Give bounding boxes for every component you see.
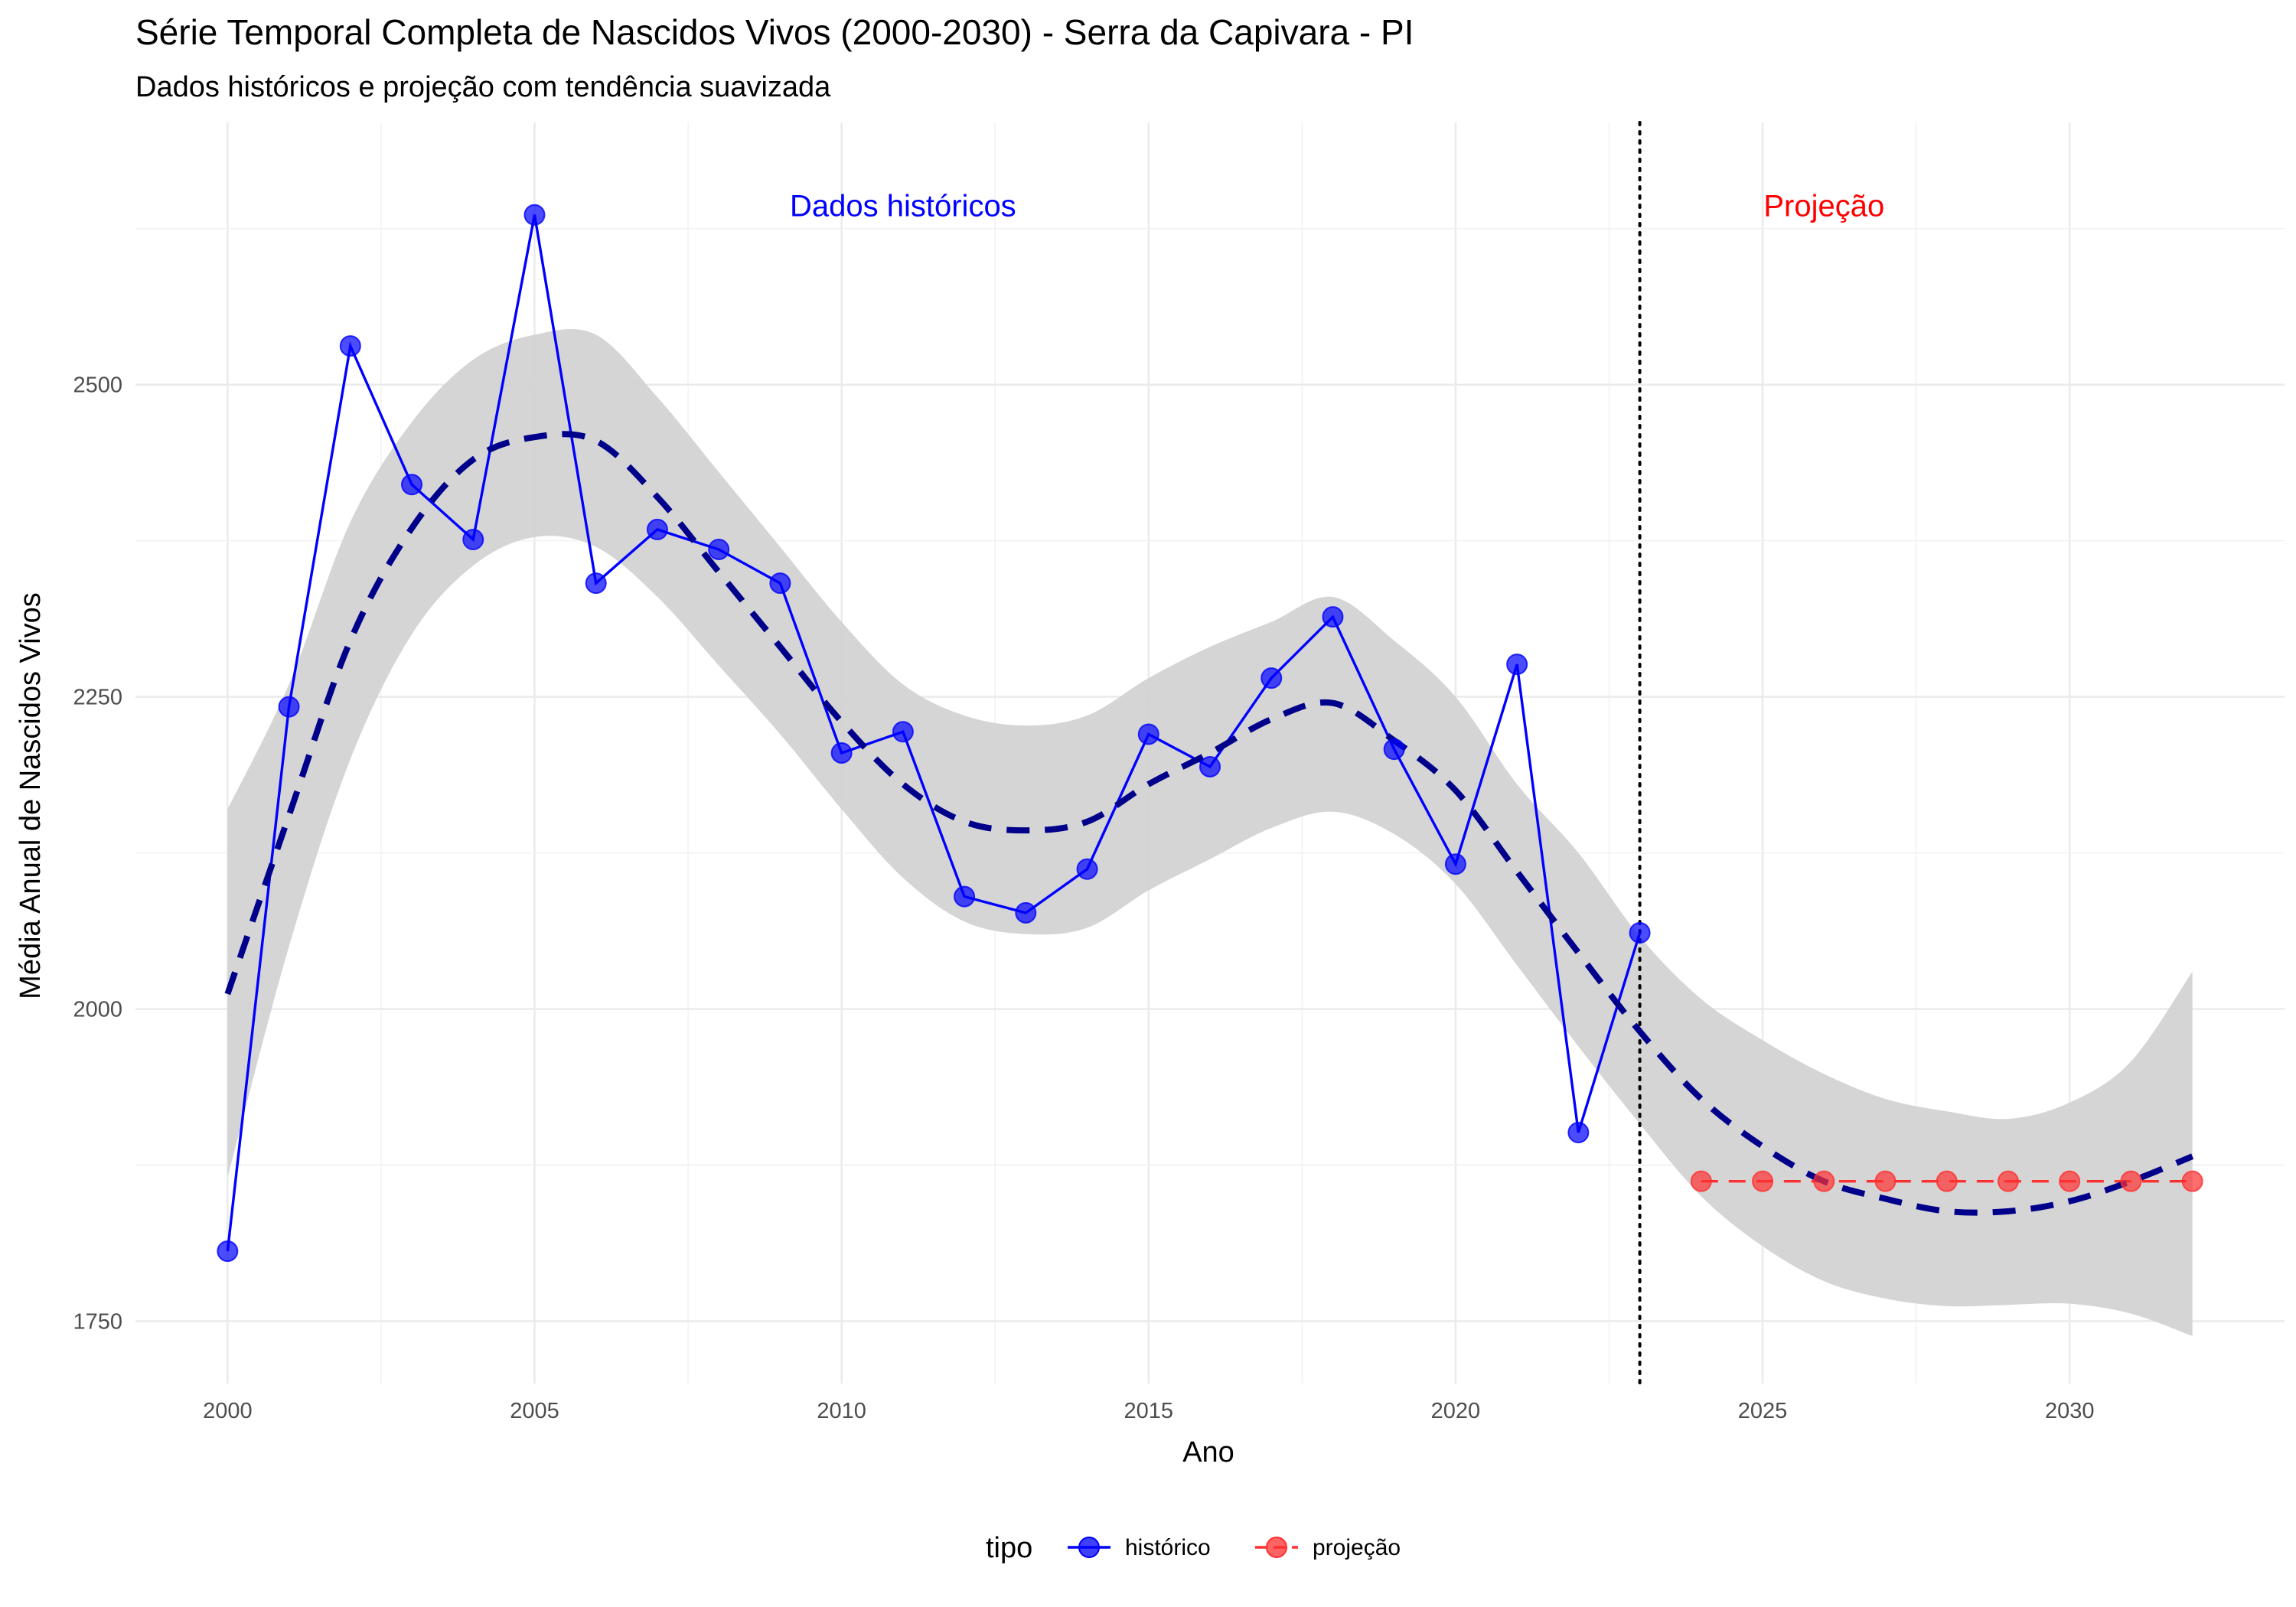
legend-label-0: histórico (1125, 1535, 1211, 1560)
confidence-band-area (227, 328, 2193, 1336)
x-axis-ticks: 2000 2005 2010 2015 2020 2025 2030 (203, 1399, 2094, 1423)
legend: tipo histórico projeção (986, 1532, 1401, 1564)
data-point-1-6 (2059, 1170, 2081, 1192)
x-tick-label-0: 2000 (203, 1399, 253, 1423)
x-tick-label-5: 2025 (1738, 1399, 1788, 1423)
data-point-0-20 (1444, 853, 1466, 875)
data-point-0-1 (278, 696, 300, 718)
data-point-0-21 (1506, 654, 1528, 676)
x-axis-label: Ano (1182, 1436, 1234, 1468)
data-points (217, 204, 2203, 1263)
data-point-0-16 (1199, 755, 1221, 777)
x-tick-label-2: 2010 (817, 1399, 866, 1423)
data-point-1-0 (1690, 1170, 1712, 1192)
chart-subtitle: Dados históricos e projeção com tendênci… (135, 71, 831, 103)
data-point-0-23 (1629, 921, 1651, 944)
data-point-0-10 (830, 742, 853, 764)
data-point-1-7 (2120, 1170, 2142, 1192)
data-point-0-8 (708, 539, 730, 561)
series-line-0 (226, 214, 1642, 1252)
y-axis-ticks: 1750 2000 2250 2500 (73, 373, 122, 1335)
data-point-0-17 (1261, 667, 1283, 689)
data-point-1-2 (1813, 1170, 1835, 1192)
data-point-0-6 (585, 572, 607, 595)
data-point-0-5 (523, 204, 546, 226)
x-tick-label-4: 2020 (1431, 1399, 1481, 1423)
data-point-0-12 (954, 885, 976, 908)
x-tick-label-1: 2005 (510, 1399, 559, 1423)
legend-key-point-1 (1266, 1537, 1287, 1558)
y-tick-label-1: 2000 (73, 997, 122, 1022)
data-point-0-9 (769, 572, 791, 595)
chart-title: Série Temporal Completa de Nascidos Vivo… (135, 12, 1414, 52)
data-point-0-22 (1567, 1122, 1590, 1144)
legend-title: tipo (986, 1532, 1032, 1564)
data-point-0-4 (462, 528, 484, 550)
x-tick-label-3: 2015 (1124, 1399, 1174, 1423)
data-point-0-14 (1076, 858, 1098, 880)
data-point-1-8 (2181, 1170, 2203, 1192)
data-point-0-11 (892, 721, 914, 743)
y-tick-label-0: 1750 (73, 1309, 122, 1334)
data-point-1-4 (1936, 1170, 1958, 1192)
series-lines (226, 214, 2193, 1252)
annotation-0: Dados históricos (790, 189, 1016, 223)
data-point-0-7 (646, 518, 668, 540)
annotations: Dados históricos Projeção (790, 189, 1884, 223)
annotation-1: Projeção (1763, 189, 1884, 223)
data-point-1-3 (1874, 1170, 1896, 1192)
data-point-0-0 (217, 1240, 239, 1263)
y-tick-label-2: 2250 (73, 686, 122, 710)
data-point-0-19 (1383, 738, 1405, 761)
confidence-band (227, 328, 2193, 1336)
data-point-0-13 (1015, 901, 1037, 924)
data-point-0-18 (1322, 606, 1344, 628)
legend-label-1: projeção (1313, 1535, 1401, 1560)
legend-key-point-0 (1078, 1537, 1100, 1558)
data-point-0-15 (1137, 723, 1159, 745)
y-tick-label-3: 2500 (73, 373, 122, 398)
data-point-0-3 (401, 474, 423, 496)
data-point-1-5 (1997, 1170, 2019, 1192)
data-point-0-2 (339, 335, 361, 357)
y-axis-label: Média Anual de Nascidos Vivos (15, 592, 47, 999)
x-tick-label-6: 2030 (2045, 1399, 2095, 1423)
data-point-1-1 (1752, 1170, 1774, 1192)
